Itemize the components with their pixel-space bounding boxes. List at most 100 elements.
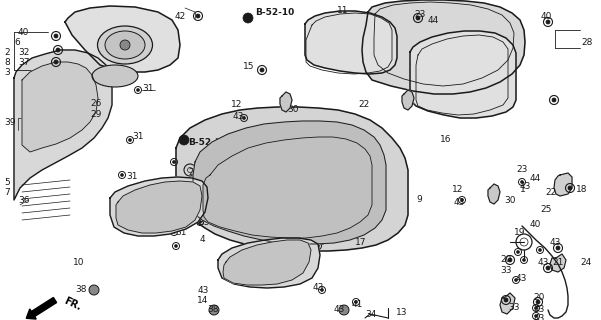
Circle shape: [198, 161, 201, 164]
Text: 4: 4: [200, 235, 206, 244]
Text: 41: 41: [352, 300, 364, 309]
Circle shape: [89, 285, 99, 295]
Circle shape: [129, 139, 132, 141]
Polygon shape: [110, 177, 208, 236]
Circle shape: [504, 298, 508, 302]
Text: 44: 44: [428, 16, 439, 25]
Text: 20: 20: [500, 255, 511, 264]
Circle shape: [317, 244, 320, 247]
Circle shape: [538, 249, 542, 252]
Polygon shape: [305, 11, 397, 74]
Text: 8: 8: [4, 58, 10, 67]
Text: 27: 27: [188, 168, 200, 177]
Text: 32: 32: [18, 48, 29, 57]
Polygon shape: [223, 240, 311, 285]
Polygon shape: [176, 107, 408, 251]
Text: 43: 43: [313, 283, 325, 292]
Circle shape: [514, 278, 517, 282]
Text: 17: 17: [355, 238, 367, 247]
Polygon shape: [203, 137, 372, 238]
Text: 28: 28: [581, 38, 593, 47]
Circle shape: [56, 48, 60, 52]
Text: 24: 24: [580, 258, 591, 267]
Circle shape: [534, 315, 537, 317]
Circle shape: [120, 173, 123, 177]
Circle shape: [546, 266, 550, 270]
Circle shape: [269, 164, 272, 166]
Text: 33: 33: [508, 303, 519, 312]
Polygon shape: [500, 293, 515, 314]
Text: 10: 10: [73, 258, 85, 267]
Text: 43: 43: [334, 305, 346, 314]
Text: 19: 19: [514, 228, 525, 237]
Text: 43: 43: [233, 112, 245, 121]
Circle shape: [568, 186, 572, 190]
Text: 21: 21: [552, 258, 563, 267]
Polygon shape: [22, 62, 98, 152]
Text: 36: 36: [18, 196, 29, 205]
Text: 37: 37: [18, 58, 29, 67]
Circle shape: [172, 230, 175, 234]
Circle shape: [54, 34, 58, 38]
Text: 34: 34: [365, 310, 376, 319]
Text: 43: 43: [534, 305, 545, 314]
Text: 31: 31: [132, 132, 144, 141]
Text: 43: 43: [550, 238, 561, 247]
Text: 1: 1: [520, 185, 526, 194]
Text: FR.: FR.: [62, 296, 82, 313]
Text: 38: 38: [75, 285, 87, 294]
Text: 12: 12: [231, 100, 242, 109]
Text: 7: 7: [4, 188, 10, 197]
Circle shape: [522, 259, 525, 261]
Text: 31: 31: [278, 240, 290, 249]
Text: 31: 31: [126, 172, 138, 181]
FancyArrow shape: [26, 298, 56, 319]
Text: 40: 40: [530, 220, 542, 229]
Ellipse shape: [92, 65, 138, 87]
Text: 14: 14: [197, 296, 209, 305]
Polygon shape: [218, 238, 320, 288]
Text: 5: 5: [4, 178, 10, 187]
Circle shape: [242, 116, 245, 119]
Circle shape: [320, 289, 323, 292]
Polygon shape: [193, 121, 386, 244]
Circle shape: [203, 195, 213, 205]
Text: 11: 11: [337, 6, 349, 15]
Text: 15: 15: [243, 62, 254, 71]
Text: 6: 6: [14, 38, 20, 47]
Circle shape: [174, 244, 177, 247]
Circle shape: [198, 220, 201, 223]
Polygon shape: [65, 6, 180, 72]
Circle shape: [508, 258, 512, 262]
Circle shape: [120, 40, 130, 50]
Text: 38: 38: [206, 195, 218, 204]
Circle shape: [552, 98, 556, 102]
Circle shape: [196, 14, 200, 18]
Text: 23: 23: [414, 10, 426, 19]
Polygon shape: [280, 92, 292, 112]
Text: 43: 43: [520, 182, 531, 191]
Polygon shape: [116, 181, 202, 233]
Circle shape: [54, 60, 58, 64]
Text: 40: 40: [18, 28, 29, 37]
Polygon shape: [554, 173, 572, 196]
Circle shape: [546, 20, 550, 24]
Text: 31: 31: [268, 162, 279, 171]
Circle shape: [179, 135, 189, 145]
Text: 9: 9: [416, 195, 422, 204]
Polygon shape: [550, 254, 566, 272]
Text: 35: 35: [198, 218, 210, 227]
Circle shape: [516, 251, 519, 253]
Circle shape: [136, 89, 139, 92]
Text: 26: 26: [90, 99, 102, 108]
Circle shape: [339, 305, 349, 315]
Text: B-52-10: B-52-10: [255, 8, 294, 17]
Text: 43: 43: [198, 286, 209, 295]
Circle shape: [260, 68, 264, 72]
Circle shape: [243, 13, 253, 23]
Text: 18: 18: [576, 185, 588, 194]
Text: 2: 2: [4, 48, 10, 57]
Text: 22: 22: [358, 100, 369, 109]
Circle shape: [536, 300, 540, 304]
Text: 38: 38: [207, 305, 219, 314]
